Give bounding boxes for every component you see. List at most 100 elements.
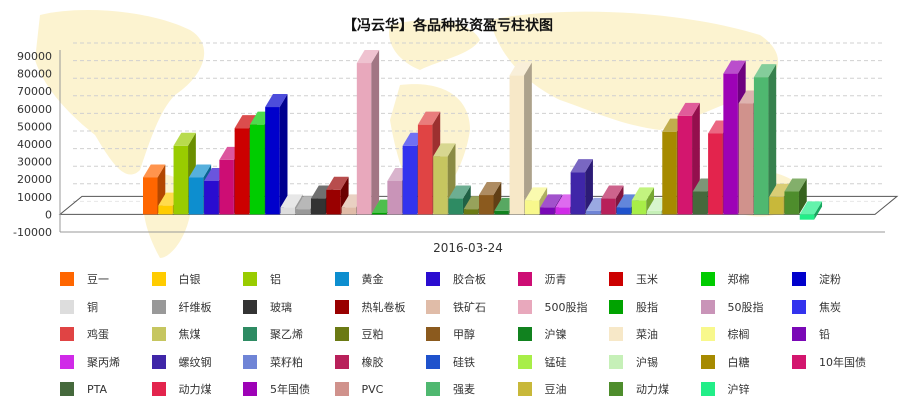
- legend-item[interactable]: 沪锌: [700, 382, 750, 396]
- legend-label: 焦煤: [178, 328, 201, 341]
- legend-swatch: [792, 354, 806, 369]
- legend-item[interactable]: 铝: [243, 272, 281, 286]
- bar-9[interactable]: [265, 94, 288, 215]
- legend-label: 5年国债: [270, 383, 310, 396]
- legend-label: 焦炭: [819, 300, 841, 314]
- bar-41[interactable]: [753, 64, 777, 215]
- legend-item[interactable]: 10年国债: [792, 354, 866, 369]
- legend-label: 棕榈: [727, 328, 750, 341]
- legend-item[interactable]: PVC: [334, 382, 383, 396]
- bar-43[interactable]: [784, 178, 807, 215]
- legend-item[interactable]: 橡胶: [334, 354, 384, 369]
- legend-item[interactable]: 聚乙烯: [243, 327, 303, 341]
- legend-swatch: [243, 272, 257, 286]
- legend-label: 沪锌: [727, 383, 750, 396]
- legend-item[interactable]: 黄金: [334, 272, 384, 286]
- legend-swatch: [609, 272, 623, 286]
- legend-item[interactable]: 热轧卷板: [334, 299, 406, 314]
- legend-item[interactable]: 动力煤: [151, 382, 212, 396]
- legend-swatch: [243, 299, 257, 314]
- y-tick-label: 60000: [17, 103, 52, 116]
- legend-item[interactable]: 豆油: [517, 382, 567, 396]
- legend-item[interactable]: 硅铁: [426, 354, 475, 369]
- legend-label: 动力煤: [178, 383, 212, 396]
- legend-label: 玻璃: [270, 300, 292, 314]
- legend-item[interactable]: PTA: [60, 382, 107, 396]
- legend-swatch: [792, 272, 806, 286]
- legend-label: 铝: [270, 273, 281, 286]
- legend-item[interactable]: 铜: [60, 299, 98, 314]
- legend-label: 白糖: [727, 355, 750, 369]
- legend-label: 铁矿石: [453, 300, 486, 314]
- legend-swatch: [609, 327, 623, 341]
- legend-swatch: [700, 272, 715, 286]
- y-tick-label: -10000: [13, 226, 52, 239]
- legend-item[interactable]: 玉米: [609, 272, 658, 286]
- legend-swatch: [517, 327, 532, 341]
- legend-item[interactable]: 500股指: [517, 299, 588, 314]
- legend-item[interactable]: 棕榈: [700, 327, 750, 341]
- legend-item[interactable]: 铁矿石: [426, 299, 486, 314]
- legend-item[interactable]: 白银: [151, 272, 201, 286]
- legend-item[interactable]: 白糖: [700, 354, 750, 369]
- legend-swatch: [517, 272, 532, 286]
- legend-swatch: [60, 354, 74, 369]
- legend-item[interactable]: 豆粕: [334, 327, 384, 341]
- legend-item[interactable]: 菜油: [609, 327, 658, 341]
- legend-swatch: [517, 299, 532, 314]
- legend-label: 铅: [819, 328, 830, 341]
- bar-23[interactable]: [479, 182, 502, 215]
- bar-25[interactable]: [509, 62, 532, 215]
- legend-item[interactable]: 豆一: [60, 272, 109, 286]
- legend-label: 豆粕: [361, 328, 384, 341]
- legend-item[interactable]: 锰硅: [517, 354, 567, 369]
- legend-item[interactable]: 菜籽粕: [243, 354, 303, 369]
- legend-item[interactable]: 甲醇: [426, 327, 475, 341]
- legend-item[interactable]: 沪镍: [517, 327, 567, 341]
- legend-swatch: [700, 327, 715, 341]
- legend-swatch: [792, 299, 806, 314]
- bar-29[interactable]: [570, 159, 593, 215]
- legend-item[interactable]: 强麦: [426, 382, 475, 396]
- legend-label: 强麦: [453, 383, 475, 396]
- legend-item[interactable]: 50股指: [700, 299, 764, 314]
- legend-item[interactable]: 铅: [792, 327, 830, 341]
- legend-item[interactable]: 股指: [609, 299, 658, 314]
- legend-swatch: [426, 354, 440, 369]
- legend-swatch: [426, 382, 440, 396]
- legend-label: 甲醇: [453, 328, 475, 341]
- legend-swatch: [243, 354, 257, 369]
- legend-label: 聚乙烯: [270, 328, 303, 341]
- legend-item[interactable]: 玻璃: [243, 299, 292, 314]
- legend-item[interactable]: 沥青: [517, 272, 567, 286]
- legend-label: 胶合板: [453, 273, 486, 286]
- legend-item[interactable]: 动力煤: [609, 382, 669, 396]
- legend-item[interactable]: 5年国债: [243, 382, 310, 396]
- legend-label: 白银: [178, 273, 201, 286]
- legend-item[interactable]: 鸡蛋: [60, 327, 109, 341]
- legend-item[interactable]: 郑棉: [700, 272, 750, 286]
- legend-item[interactable]: 螺纹钢: [151, 354, 212, 369]
- legend-swatch: [517, 382, 532, 396]
- legend-item[interactable]: 淀粉: [792, 272, 841, 286]
- bar-44[interactable]: [799, 201, 823, 220]
- legend-swatch: [792, 327, 806, 341]
- legend-item[interactable]: 纤维板: [151, 299, 212, 314]
- legend-swatch: [609, 354, 623, 369]
- legend-label: 股指: [636, 300, 658, 314]
- legend-item[interactable]: 沪锡: [609, 354, 658, 369]
- legend-item[interactable]: 胶合板: [426, 272, 486, 286]
- legend-label: 豆油: [544, 383, 567, 396]
- legend-item[interactable]: 聚丙烯: [60, 354, 120, 369]
- legend-item[interactable]: 焦炭: [792, 299, 841, 314]
- bar-15[interactable]: [356, 50, 380, 215]
- legend-label: 硅铁: [453, 355, 475, 369]
- legend-item[interactable]: 焦煤: [151, 327, 201, 341]
- legend-swatch: [60, 299, 74, 314]
- legend-swatch: [426, 327, 440, 341]
- legend-swatch: [334, 272, 349, 286]
- bar-13[interactable]: [326, 176, 349, 215]
- legend-swatch: [60, 382, 74, 396]
- bar-33[interactable]: [631, 187, 655, 215]
